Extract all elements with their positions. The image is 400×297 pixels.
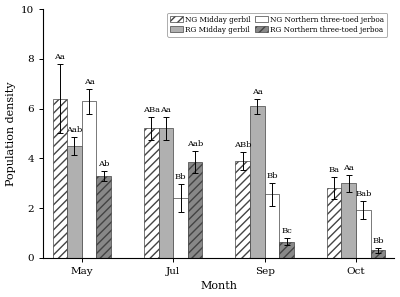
Bar — [67, 146, 82, 258]
Text: Aa: Aa — [252, 88, 263, 96]
Bar — [188, 162, 202, 258]
Bar — [342, 183, 356, 258]
Bar — [279, 242, 294, 258]
Bar — [82, 101, 96, 258]
Bar — [173, 198, 188, 258]
Bar — [265, 195, 279, 258]
Text: Aa: Aa — [54, 53, 65, 61]
Text: Aa: Aa — [160, 106, 171, 114]
Bar — [144, 129, 158, 258]
Text: Bb: Bb — [175, 173, 186, 181]
Bar — [327, 188, 342, 258]
Text: Bb: Bb — [372, 237, 384, 245]
Y-axis label: Population density: Population density — [6, 81, 16, 186]
Bar — [158, 129, 173, 258]
Bar — [371, 250, 385, 258]
Bar — [250, 106, 265, 258]
Bar — [52, 99, 67, 258]
Bar — [356, 210, 371, 258]
Bar — [235, 161, 250, 258]
Text: Aa: Aa — [343, 164, 354, 172]
Text: Aab: Aab — [187, 140, 203, 148]
Text: Bb: Bb — [266, 172, 278, 180]
Text: Ba: Ba — [329, 166, 340, 174]
Text: Ab: Ab — [98, 160, 110, 168]
Bar — [96, 176, 111, 258]
Legend: NG Midday gerbil, RG Midday gerbil, NG Northern three-toed jerboa, RG Northern t: NG Midday gerbil, RG Midday gerbil, NG N… — [167, 13, 387, 37]
Text: ABb: ABb — [234, 141, 252, 149]
X-axis label: Month: Month — [200, 282, 238, 291]
Text: Aab: Aab — [66, 126, 82, 134]
Text: Bab: Bab — [355, 190, 372, 198]
Text: Aa: Aa — [84, 78, 94, 86]
Text: Bc: Bc — [281, 227, 292, 235]
Text: ABa: ABa — [143, 106, 160, 114]
